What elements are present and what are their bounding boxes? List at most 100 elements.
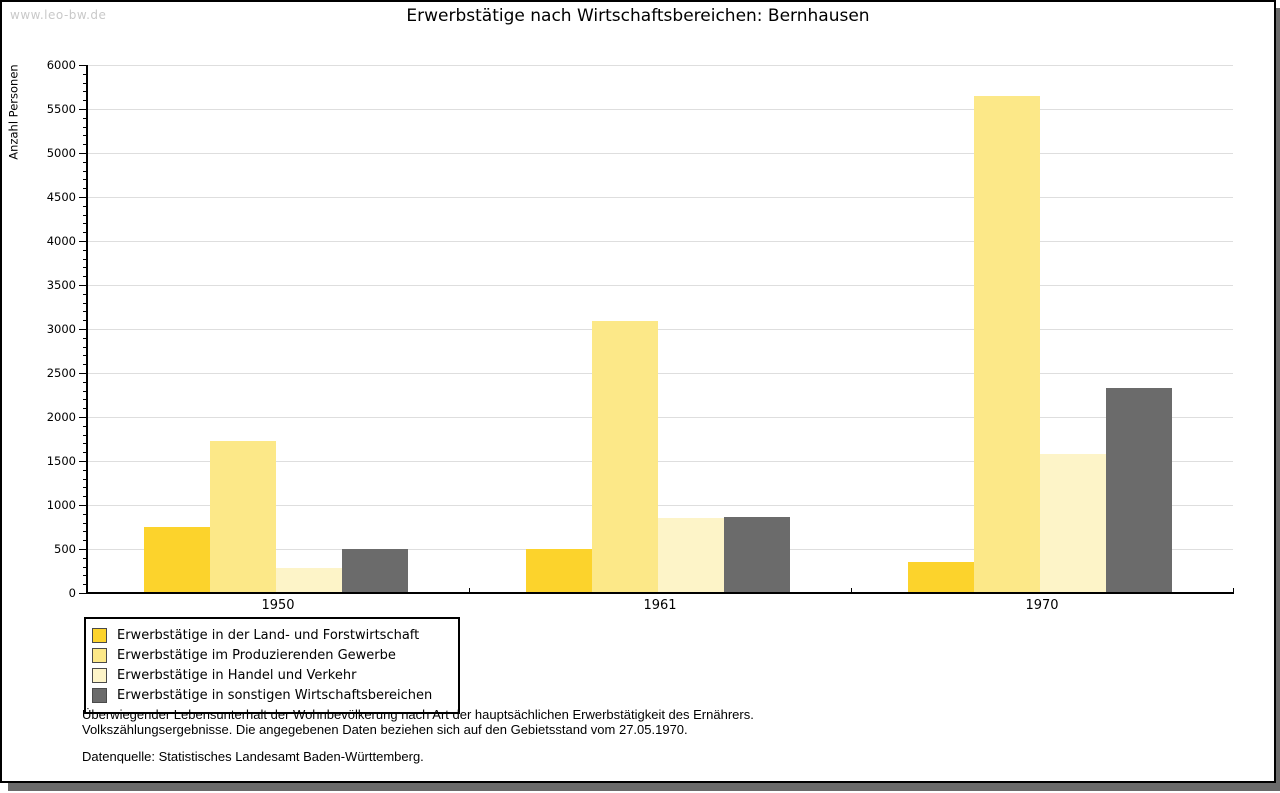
y-axis-minor-tick [83,161,87,163]
y-axis-minor-tick [83,179,87,181]
legend-item-1: Erwerbstätige in der Land- und Forstwirt… [92,625,458,645]
y-axis-minor-tick [83,311,87,313]
y-axis-minor-tick [83,267,87,269]
y-gridline-5000 [87,152,1233,154]
y-axis-minor-tick [83,337,87,339]
legend-swatch-icon [92,687,107,703]
legend-item-3: Erwerbstätige in Handel und Verkehr [92,665,458,685]
legend-swatch-icon [92,647,107,663]
chart-title: Erwerbstätige nach Wirtschaftsbereichen:… [406,6,870,26]
y-axis-major-tick [79,197,87,198]
y-axis-major-tick [79,65,87,66]
y-axis-minor-tick [83,408,87,410]
y-axis-minor-tick [83,205,87,207]
bar-1970-series-3 [1040,454,1106,593]
bar-1961-series-1 [526,549,592,593]
legend-label: Erwerbstätige im Produzierenden Gewerbe [117,647,396,663]
y-axis-minor-tick [83,293,87,295]
y-axis-major-tick [79,153,87,154]
y-axis-tick-label-1000: 1000 [46,498,76,512]
legend-item-4: Erwerbstätige in sonstigen Wirtschaftsbe… [92,685,458,705]
bar-1970-series-1 [908,562,974,593]
y-axis-major-tick [79,109,87,110]
y-axis-minor-tick [83,399,87,401]
footer-note-line-1: Überwiegender Lebensunterhalt der Wohnbe… [82,707,754,722]
y-gridline-2000 [87,416,1233,418]
y-axis-minor-tick [83,346,87,348]
y-axis-major-tick [79,417,87,418]
x-axis-boundary-tick [851,588,852,593]
y-axis-major-tick [79,549,87,550]
bar-1950-series-1 [144,527,210,593]
y-axis-tick-label-4500: 4500 [46,190,76,204]
footer-notes: Überwiegender Lebensunterhalt der Wohnbe… [82,707,754,764]
legend-swatch-icon [92,627,107,643]
y-axis-minor-tick [83,540,87,542]
y-axis-minor-tick [83,381,87,383]
y-axis-minor-tick [83,276,87,278]
y-axis-minor-tick [83,82,87,84]
bar-1950-series-4 [342,549,408,593]
y-axis-minor-tick [83,135,87,137]
y-gridline-5500 [87,108,1233,110]
y-axis-minor-tick [83,170,87,172]
y-axis-minor-tick [83,91,87,93]
legend-item-2: Erwerbstätige im Produzierenden Gewerbe [92,645,458,665]
watermark-leo-bw: www.leo-bw.de [10,8,107,22]
y-axis-minor-tick [83,320,87,322]
bar-1961-series-4 [724,517,790,593]
y-axis-minor-tick [83,223,87,225]
y-axis-minor-tick [83,100,87,102]
y-axis-minor-tick [83,126,87,128]
legend-label: Erwerbstätige in der Land- und Forstwirt… [117,627,420,643]
bar-1970-series-2 [974,96,1040,593]
y-axis-minor-tick [83,364,87,366]
bar-1961-series-3 [658,518,724,593]
y-axis-major-tick [79,373,87,374]
y-axis-major-tick [79,505,87,506]
y-axis-minor-tick [83,249,87,251]
y-gridline-4000 [87,240,1233,242]
bar-1970-series-4 [1106,388,1172,593]
x-axis-line [86,592,1234,594]
y-axis-minor-tick [83,73,87,75]
y-gridline-1500 [87,460,1233,462]
y-axis-line [86,65,88,594]
y-axis-minor-tick [83,496,87,498]
y-axis-minor-tick [83,144,87,146]
y-axis-tick-label-0: 0 [68,586,76,600]
y-axis-minor-tick [83,575,87,577]
y-axis-minor-tick [83,214,87,216]
y-axis-tick-label-3500: 3500 [46,278,76,292]
y-axis-major-tick [79,285,87,286]
y-axis-minor-tick [83,443,87,445]
y-axis-minor-tick [83,566,87,568]
y-axis-tick-label-3000: 3000 [46,322,76,336]
x-axis-label-1961: 1961 [643,598,677,613]
legend-label: Erwerbstätige in sonstigen Wirtschaftsbe… [117,687,433,703]
y-axis-minor-tick [83,531,87,533]
bar-1950-series-2 [210,441,276,593]
legend-label: Erwerbstätige in Handel und Verkehr [117,667,357,683]
y-axis-major-tick [79,593,87,594]
y-axis-minor-tick [83,390,87,392]
legend: Erwerbstätige in der Land- und Forstwirt… [84,617,460,714]
y-gridline-3500 [87,284,1233,286]
footer-note-line-2: Volkszählungsergebnisse. Die angegebenen… [82,722,688,737]
y-axis-tick-label-5000: 5000 [46,146,76,160]
y-axis-minor-tick [83,513,87,515]
y-axis-minor-tick [83,452,87,454]
x-axis-boundary-tick [469,588,470,593]
y-axis-tick-label-500: 500 [54,542,76,556]
y-axis-minor-tick [83,355,87,357]
bar-1950-series-3 [276,568,342,593]
y-axis-minor-tick [83,232,87,234]
x-axis-label-1970: 1970 [1025,598,1059,613]
x-axis-boundary-tick [1233,588,1234,593]
y-axis-minor-tick [83,258,87,260]
legend-swatch-icon [92,667,107,683]
y-axis-tick-label-1500: 1500 [46,454,76,468]
y-axis-minor-tick [83,584,87,586]
y-axis-minor-tick [83,188,87,190]
